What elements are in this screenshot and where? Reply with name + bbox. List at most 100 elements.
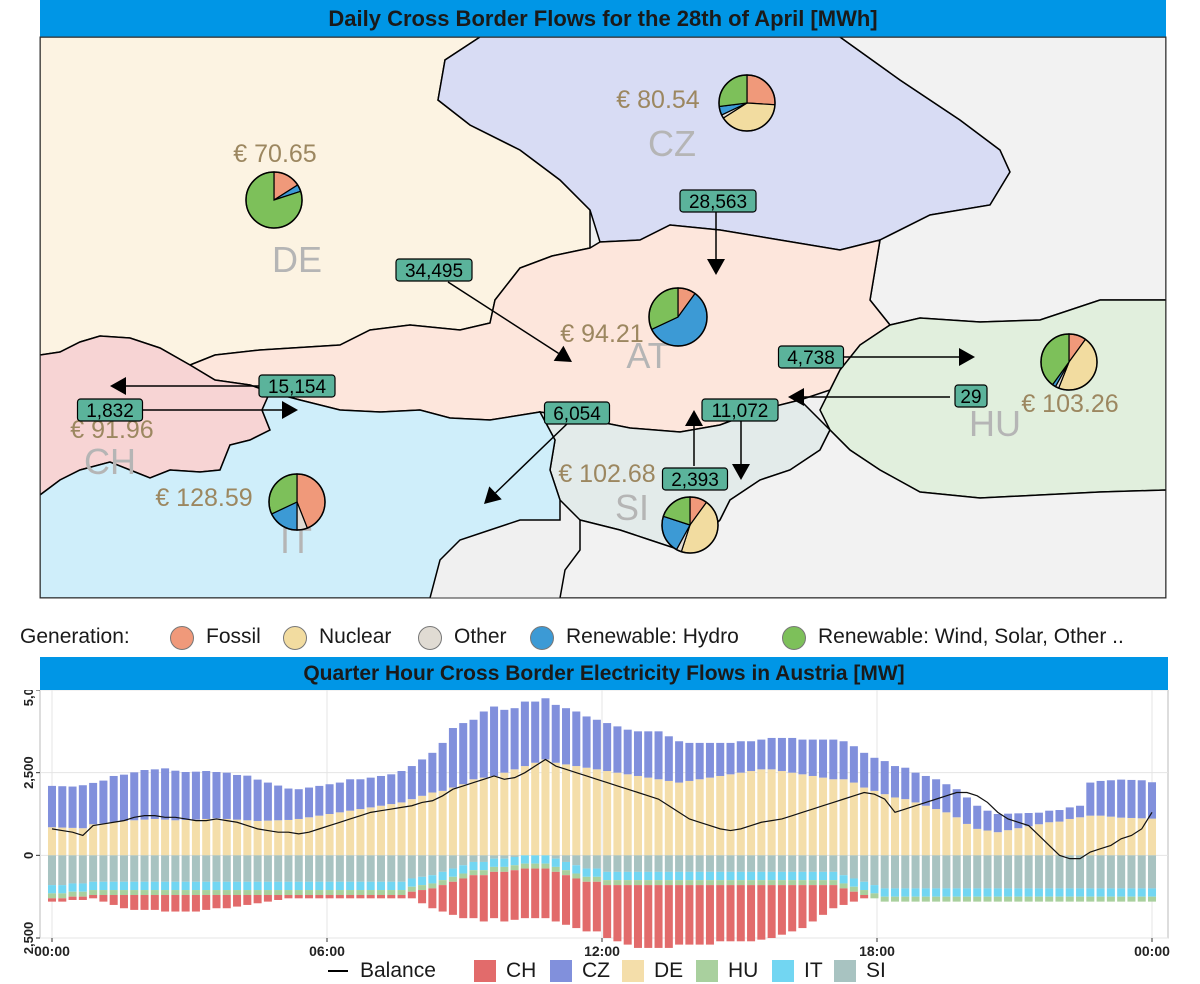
price-label-de: € 70.65 (233, 140, 316, 168)
bar-segment-cz (181, 772, 190, 820)
bar-stack (520, 701, 529, 919)
bar-stack (253, 779, 262, 904)
bar-segment-cz (675, 741, 684, 783)
bar-segment-hu (1106, 896, 1115, 902)
bar-segment-cz (222, 772, 231, 819)
bar-segment-ch (109, 895, 118, 905)
bar-stack (603, 723, 612, 938)
bar-segment-si (243, 855, 252, 882)
bar-segment-si (376, 855, 385, 882)
price-label-si: € 102.68 (558, 460, 655, 488)
bar-segment-it (623, 871, 632, 881)
bar-segment-it (808, 871, 817, 881)
flow-arrow-de-at: 34,495 (395, 258, 572, 362)
bar-segment-ch (222, 895, 231, 909)
bar-segment-de (428, 792, 437, 856)
bar-segment-de (284, 819, 293, 856)
bar-segment-de (829, 779, 838, 856)
x-tick-sublabel: Apr 28 (30, 958, 74, 960)
bar-segment-si (407, 855, 416, 879)
pie-si (661, 496, 719, 554)
bar-segment-de (202, 818, 211, 856)
bar-stack (531, 701, 540, 919)
bar-stack (623, 729, 632, 945)
bar-segment-hu (623, 880, 632, 886)
bar-segment-ch (716, 885, 725, 942)
bar-segment-cz (551, 704, 560, 763)
bar-segment-cz (973, 805, 982, 829)
bar-segment-ch (284, 895, 293, 899)
bar-segment-it (510, 856, 519, 866)
bar-segment-hu (829, 880, 838, 886)
bar-segment-si (335, 855, 344, 882)
bar-segment-de (562, 764, 571, 856)
bar-segment-si (325, 855, 334, 882)
pie-at (648, 287, 708, 347)
bar-stack (459, 723, 468, 919)
bar-segment-hu (736, 880, 745, 886)
bar-stack (99, 780, 108, 902)
bar-segment-ch (572, 878, 581, 929)
bar-segment-cz (890, 766, 899, 798)
bar-segment-si (263, 855, 272, 882)
bar-segment-hu (274, 890, 283, 896)
bar-segment-cz (119, 774, 128, 821)
bar-segment-si (973, 855, 982, 889)
bar-segment-hu (438, 880, 447, 886)
bar-segment-hu (99, 890, 108, 896)
bar-segment-si (603, 855, 612, 872)
bar-segment-si (428, 855, 437, 876)
bar-segment-si (448, 855, 457, 869)
bar-stack (202, 771, 211, 910)
bar-segment-si (1096, 855, 1105, 889)
bar-segment-de (387, 804, 396, 856)
bar-segment-cz (562, 708, 571, 765)
bar-segment-ch (685, 885, 694, 945)
bar-segment-si (860, 855, 869, 882)
bar-segment-cz (479, 711, 488, 778)
bar-segment-it (705, 871, 714, 881)
bar-stack (993, 814, 1002, 902)
bar-segment-hu (387, 890, 396, 896)
bar-stack (510, 708, 519, 920)
bar-segment-cz (993, 814, 1002, 833)
bar-segment-si (181, 855, 190, 882)
bar-segment-it (418, 876, 427, 886)
bar-segment-si (562, 855, 571, 862)
bar-segment-hu (1137, 896, 1146, 902)
bar-segment-cz (942, 784, 951, 813)
bar-segment-de (490, 775, 499, 856)
bar-segment-cz (880, 761, 889, 795)
bar-segment-cz (1004, 813, 1013, 831)
bar-segment-it (1117, 888, 1126, 897)
bar-stack (1065, 807, 1074, 902)
bar-segment-de (1014, 828, 1023, 856)
bar-segment-cz (459, 723, 468, 785)
flow-label: 15,154 (268, 377, 327, 398)
bar-segment-de (294, 818, 303, 856)
bar-stack (747, 741, 756, 942)
bar-segment-de (109, 822, 118, 856)
bar-segment-si (747, 855, 756, 872)
bar-segment-cz (572, 711, 581, 767)
bar-segment-it (325, 881, 334, 891)
flow-arrow-si-at: 2,393 (661, 410, 729, 491)
bar-segment-si (510, 855, 519, 857)
bar-segment-it (191, 881, 200, 891)
bar-stack (592, 719, 601, 932)
flow-arrow-at-ch: 15,154 (110, 374, 336, 398)
bar-segment-it (161, 881, 170, 891)
bar-segment-ch (613, 885, 622, 942)
bar-segment-hu (397, 890, 406, 896)
bar-segment-it (222, 881, 231, 891)
bar-segment-si (1137, 855, 1146, 889)
bar-segment-de (819, 777, 828, 856)
bar-segment-ch (469, 875, 478, 919)
bar-segment-si (171, 855, 180, 882)
bar-segment-cz (705, 742, 714, 778)
bar-segment-si (222, 855, 231, 882)
bar-segment-it (387, 881, 396, 891)
bar-segment-de (962, 823, 971, 856)
bar-segment-ch (808, 885, 817, 922)
bar-segment-si (921, 855, 930, 889)
